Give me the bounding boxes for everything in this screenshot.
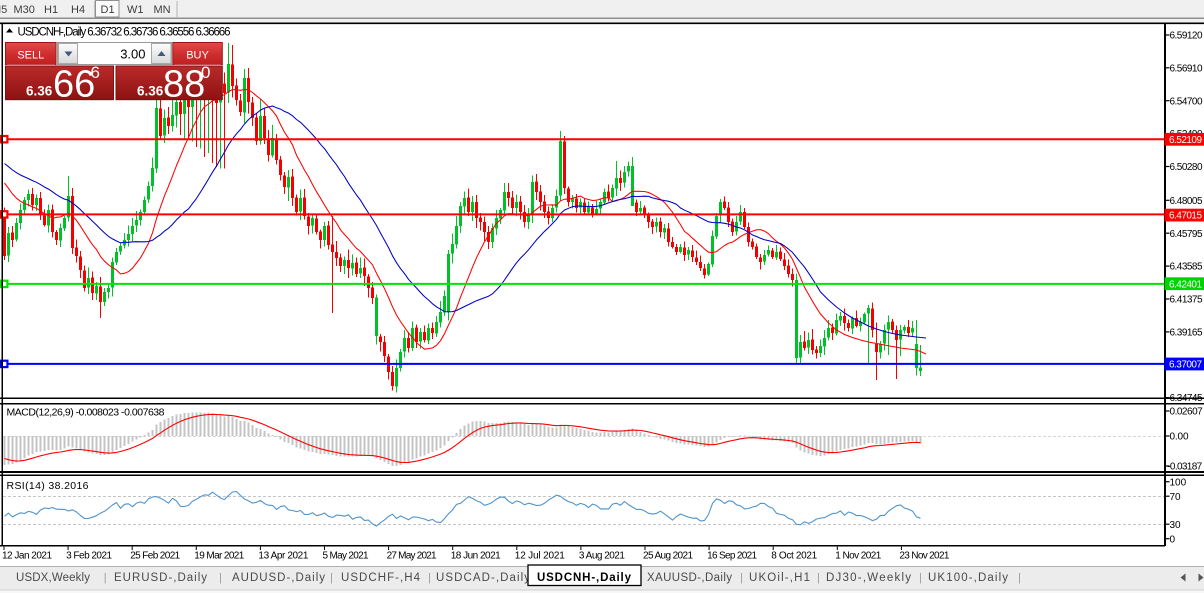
svg-text:|: | [428,572,431,584]
svg-text:6: 6 [91,63,100,82]
svg-text:6.52109: 6.52109 [1169,135,1202,146]
svg-text:13 Apr 2021: 13 Apr 2021 [258,551,308,562]
svg-text:12 Jul 2021: 12 Jul 2021 [515,551,565,562]
svg-text:H1: H1 [44,4,58,16]
svg-text:6.47015: 6.47015 [1169,211,1202,222]
svg-text:88: 88 [163,64,205,106]
svg-text:W1: W1 [127,4,144,16]
svg-text:18 Jun 2021: 18 Jun 2021 [451,551,501,562]
svg-text:AUDUSD-,Daily: AUDUSD-,Daily [232,572,325,584]
svg-text:6.56910: 6.56910 [1170,63,1203,74]
svg-text:EURUSD-,Daily: EURUSD-,Daily [114,572,207,584]
svg-text:3 Feb 2021: 3 Feb 2021 [66,551,112,562]
svg-text:USDCAD-,Daily: USDCAD-,Daily [436,572,530,584]
svg-text:66: 66 [53,64,95,106]
svg-text:0: 0 [201,63,210,82]
svg-text:USDCHF-,H4: USDCHF-,H4 [341,572,421,584]
svg-text:0.00: 0.00 [1170,432,1189,443]
svg-text:D1: D1 [101,4,115,16]
svg-text:6.50280: 6.50280 [1170,162,1203,173]
svg-text:|: | [919,572,922,584]
svg-text:|: | [219,572,222,584]
svg-text:|: | [817,572,820,584]
svg-text:70: 70 [1170,492,1182,503]
svg-text:6.54700: 6.54700 [1170,96,1203,107]
svg-text:1 Nov 2021: 1 Nov 2021 [835,551,881,562]
svg-text:DJ30-,Weekly: DJ30-,Weekly [826,572,911,584]
svg-text:6.34745: 6.34745 [1170,393,1203,404]
svg-text:100: 100 [1170,477,1187,488]
svg-text:SELL: SELL [17,50,44,62]
svg-text:XAUUSD-,Daily: XAUUSD-,Daily [647,572,732,584]
svg-text:0: 0 [1170,534,1176,545]
svg-text:MACD(12,26,9) -0.008023 -0.007: MACD(12,26,9) -0.008023 -0.007638 [7,407,165,419]
svg-text:6.36: 6.36 [26,84,53,99]
svg-text:6.42401: 6.42401 [1169,279,1202,290]
svg-text:|: | [740,572,743,584]
svg-text:25 Feb 2021: 25 Feb 2021 [130,551,180,562]
svg-text:16 Sep 2021: 16 Sep 2021 [707,551,757,562]
svg-text:25 Aug 2021: 25 Aug 2021 [643,551,693,562]
svg-text:6.45795: 6.45795 [1170,229,1203,240]
svg-text:0.02607: 0.02607 [1170,407,1204,418]
svg-text:|: | [330,572,333,584]
svg-text:27 May 2021: 27 May 2021 [387,551,437,562]
svg-text:30: 30 [1170,520,1182,531]
svg-text:-0.03187: -0.03187 [1167,462,1202,473]
svg-text:6.37007: 6.37007 [1169,360,1202,371]
svg-text:H4: H4 [71,4,85,16]
svg-text:UKOil-,H1: UKOil-,H1 [749,572,810,584]
svg-text:USDX,Weekly: USDX,Weekly [16,572,90,584]
svg-text:6.36: 6.36 [137,84,164,99]
svg-text:23 Nov 2021: 23 Nov 2021 [899,551,949,562]
svg-text:USDCNH-,Daily: USDCNH-,Daily [537,572,632,584]
svg-text:USDCNH-,Daily 6.36732 6.36736: USDCNH-,Daily 6.36732 6.36736 6.36556 6.… [18,27,231,39]
svg-text:3.00: 3.00 [120,47,145,62]
svg-text:|: | [1018,572,1021,584]
svg-text:UK100-,Daily: UK100-,Daily [928,572,1008,584]
svg-text:6.43585: 6.43585 [1170,262,1203,273]
svg-text:6.39165: 6.39165 [1170,328,1203,339]
svg-text:|: | [104,572,107,584]
svg-text:6.41375: 6.41375 [1170,295,1203,306]
svg-text:6.48005: 6.48005 [1170,196,1203,207]
svg-text:RSI(14) 38.2016: RSI(14) 38.2016 [7,480,89,492]
svg-text:19 Mar 2021: 19 Mar 2021 [194,551,244,562]
svg-text:8 Oct 2021: 8 Oct 2021 [771,551,817,562]
svg-text:M5: M5 [0,4,7,16]
svg-text:MN: MN [154,4,171,16]
svg-text:5 May 2021: 5 May 2021 [323,551,369,562]
svg-text:12 Jan 2021: 12 Jan 2021 [2,551,52,562]
svg-text:M30: M30 [14,4,35,16]
svg-text:BUY: BUY [186,50,209,62]
svg-text:3 Aug 2021: 3 Aug 2021 [579,551,625,562]
svg-text:6.59120: 6.59120 [1170,31,1203,42]
